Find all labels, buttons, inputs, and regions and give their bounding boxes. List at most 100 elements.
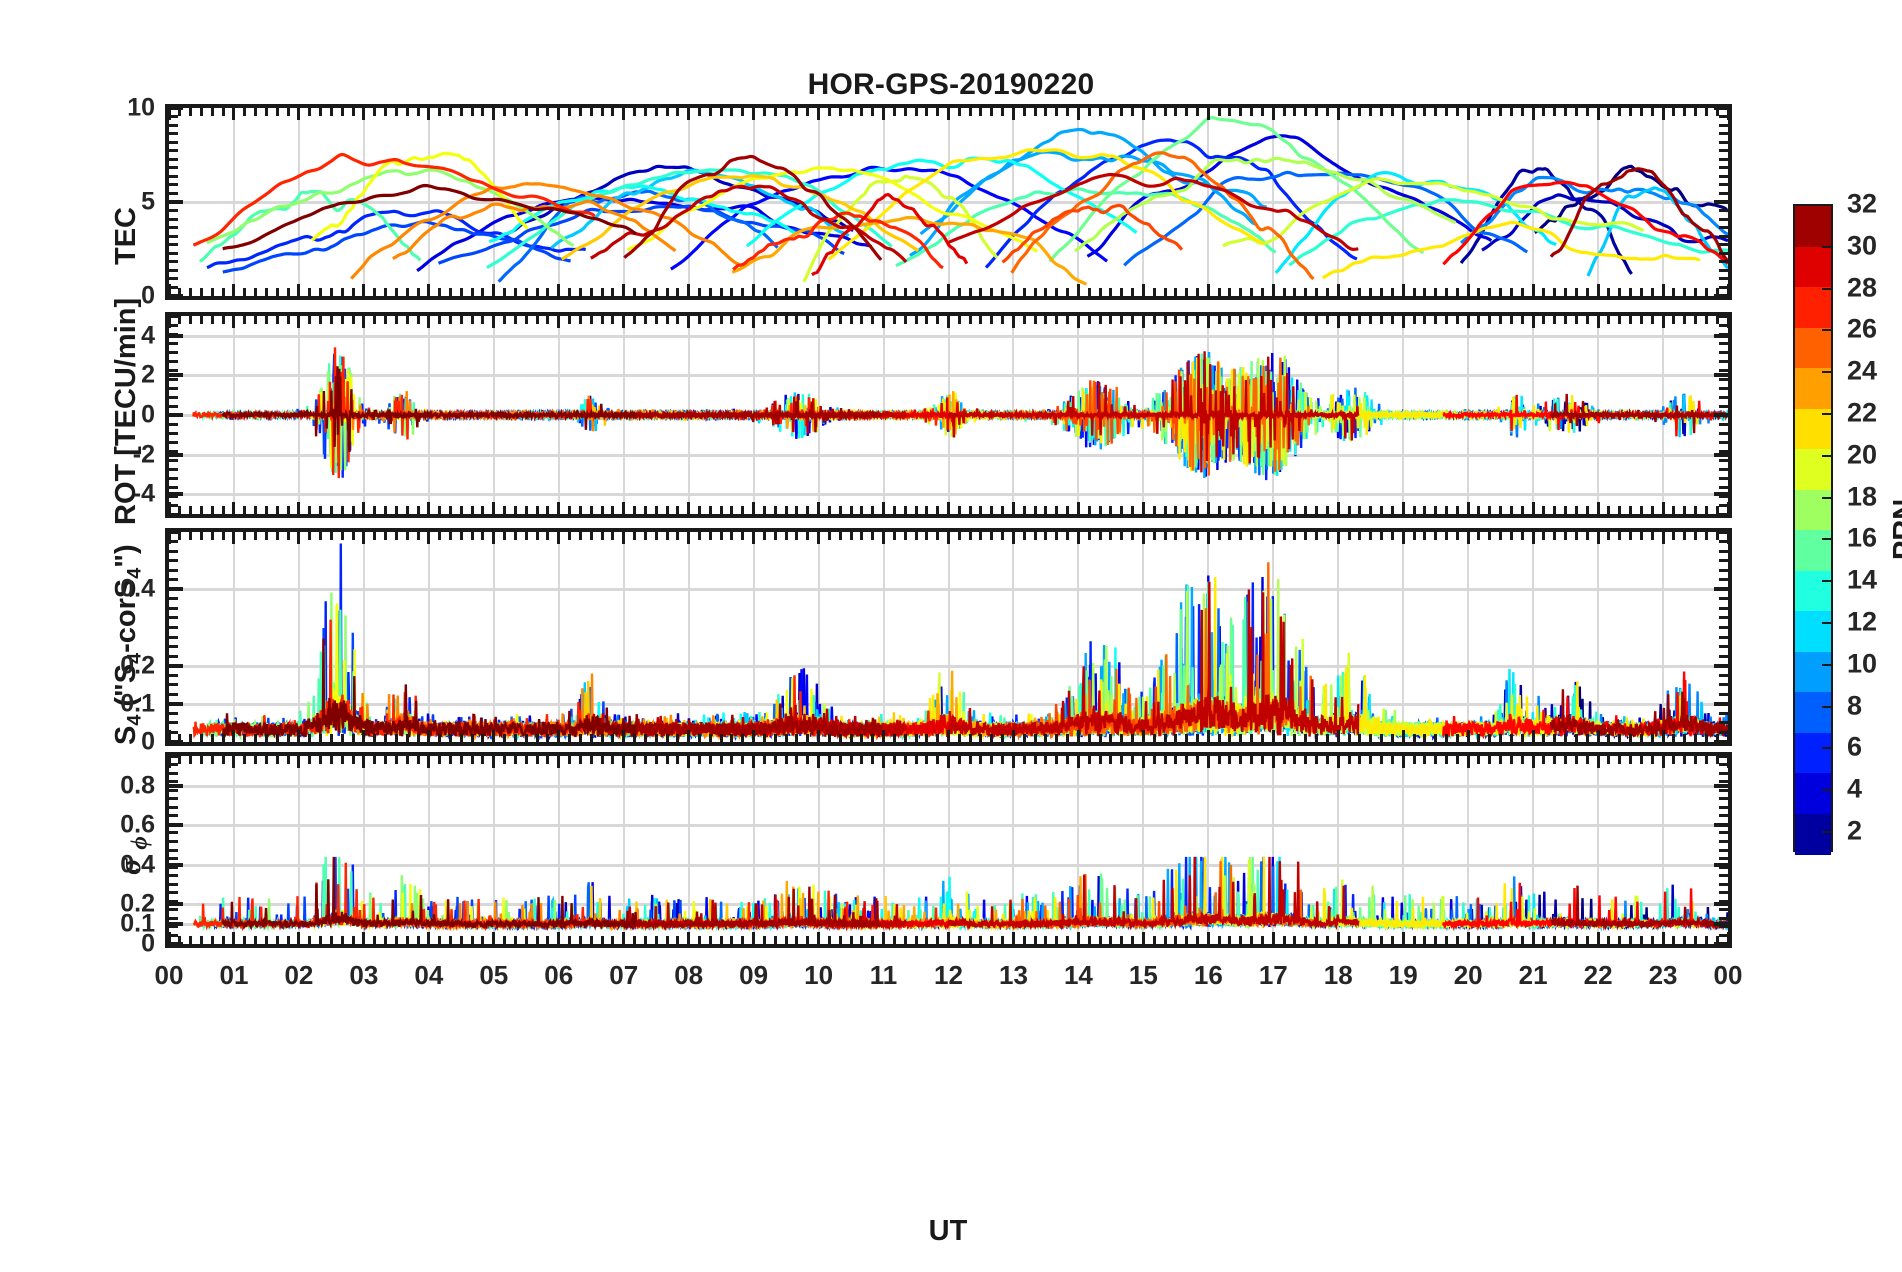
colorbar-tick — [1822, 496, 1832, 499]
x-tick-minor — [1044, 734, 1048, 742]
x-tick-minor — [979, 936, 983, 944]
x-tick-minor — [1542, 532, 1546, 540]
x-tick-minor — [578, 316, 582, 324]
x-tick-minor — [1542, 316, 1546, 324]
tec-trace-prn-24 — [350, 182, 743, 280]
x-tick-major — [1401, 316, 1405, 328]
y-tick-major — [1714, 922, 1728, 927]
x-tick-minor — [254, 288, 258, 296]
x-tick-minor — [1618, 936, 1622, 944]
x-tick-minor — [1282, 316, 1286, 324]
x-tick-minor — [1477, 734, 1481, 742]
colorbar-tick-label: 30 — [1847, 230, 1878, 261]
y-tick-minor — [169, 140, 178, 144]
x-tick-major — [1141, 502, 1145, 514]
x-tick-minor — [1152, 532, 1156, 540]
tec-trace-prn-2 — [1459, 167, 1633, 275]
x-tick-minor — [643, 108, 647, 116]
colorbar-tick — [1822, 413, 1832, 416]
x-tick-minor — [329, 288, 333, 296]
x-tick-minor — [979, 756, 983, 764]
y-tick-minor — [169, 386, 178, 390]
gridline-vertical — [1142, 532, 1145, 742]
x-tick-minor — [762, 936, 766, 944]
x-tick-minor — [1250, 288, 1254, 296]
x-tick-major — [297, 316, 301, 328]
x-tick-minor — [1325, 506, 1329, 514]
x-tick-minor — [654, 288, 658, 296]
gridline-vertical — [1662, 756, 1665, 944]
x-tick-major — [817, 502, 821, 514]
x-tick-minor — [199, 734, 203, 742]
x-tick-minor — [1618, 316, 1622, 324]
x-tick-minor — [1293, 734, 1297, 742]
x-tick-minor — [405, 108, 409, 116]
x-tick-minor — [1033, 532, 1037, 540]
x-tick-minor — [578, 506, 582, 514]
y-tick-minor — [169, 814, 178, 818]
x-tick-minor — [730, 532, 734, 540]
x-tick-minor — [1477, 756, 1481, 764]
x-tick-minor — [925, 756, 929, 764]
x-tick-major — [1271, 316, 1275, 328]
colorbar-tick-label: 20 — [1847, 439, 1878, 470]
y-tick-minor — [169, 711, 178, 715]
x-tick-minor — [1412, 734, 1416, 742]
y-tick-minor — [1719, 865, 1728, 869]
x-tick-minor — [762, 316, 766, 324]
x-tick-minor — [1174, 316, 1178, 324]
y-tick-minor — [169, 568, 178, 572]
tec-trace-prn-21 — [1322, 220, 1701, 280]
y-tick-label: 5 — [141, 187, 155, 216]
x-tick-minor — [1585, 108, 1589, 116]
y-tick-label: 0 — [141, 281, 155, 310]
x-tick-minor — [503, 734, 507, 742]
gridline-vertical — [687, 108, 690, 296]
x-tick-minor — [1390, 734, 1394, 742]
x-tick-minor — [394, 316, 398, 324]
x-tick-minor — [1152, 756, 1156, 764]
x-tick-minor — [1228, 506, 1232, 514]
x-tick-minor — [275, 316, 279, 324]
x-tick-minor — [1001, 288, 1005, 296]
y-tick-major — [1714, 902, 1728, 907]
x-tick-minor — [481, 734, 485, 742]
x-tick-minor — [264, 316, 268, 324]
y-tick-label: -4 — [132, 479, 155, 508]
x-tick-minor — [1380, 506, 1384, 514]
x-tick-minor — [199, 756, 203, 764]
x-tick-minor — [1455, 936, 1459, 944]
x-tick-minor — [438, 288, 442, 296]
x-tick-minor — [1174, 936, 1178, 944]
y-tick-minor — [1719, 368, 1728, 372]
x-tick-minor — [546, 316, 550, 324]
x-tick-minor — [860, 316, 864, 324]
x-tick-minor — [1196, 734, 1199, 742]
y-tick-minor — [169, 157, 178, 161]
x-tick-minor — [384, 506, 388, 514]
y-tick-label: 4 — [141, 321, 155, 350]
x-tick-major — [1076, 108, 1080, 120]
x-tick-minor — [957, 936, 961, 944]
x-tick-minor — [1607, 288, 1611, 296]
x-tick-major — [1401, 756, 1405, 768]
x-tick-minor — [340, 506, 344, 514]
x-tick-major — [1206, 284, 1210, 296]
x-tick-minor — [1022, 316, 1026, 324]
y-tick-minor — [169, 494, 178, 498]
x-tick-minor — [827, 506, 831, 514]
x-tick-minor — [1445, 108, 1448, 116]
x-tick-minor — [1704, 506, 1708, 514]
x-tick-minor — [1574, 936, 1578, 944]
x-tick-minor — [1520, 756, 1524, 764]
gridline-vertical — [1532, 532, 1535, 742]
colorbar-tick-label: 26 — [1847, 313, 1878, 344]
y-tick-minor — [169, 530, 178, 534]
x-tick-minor — [1347, 108, 1351, 116]
x-tick-major — [882, 316, 886, 328]
gridline-vertical — [1077, 108, 1080, 296]
x-tick-minor — [1033, 506, 1037, 514]
gridline-vertical — [1337, 532, 1340, 742]
x-tick-minor — [254, 108, 258, 116]
